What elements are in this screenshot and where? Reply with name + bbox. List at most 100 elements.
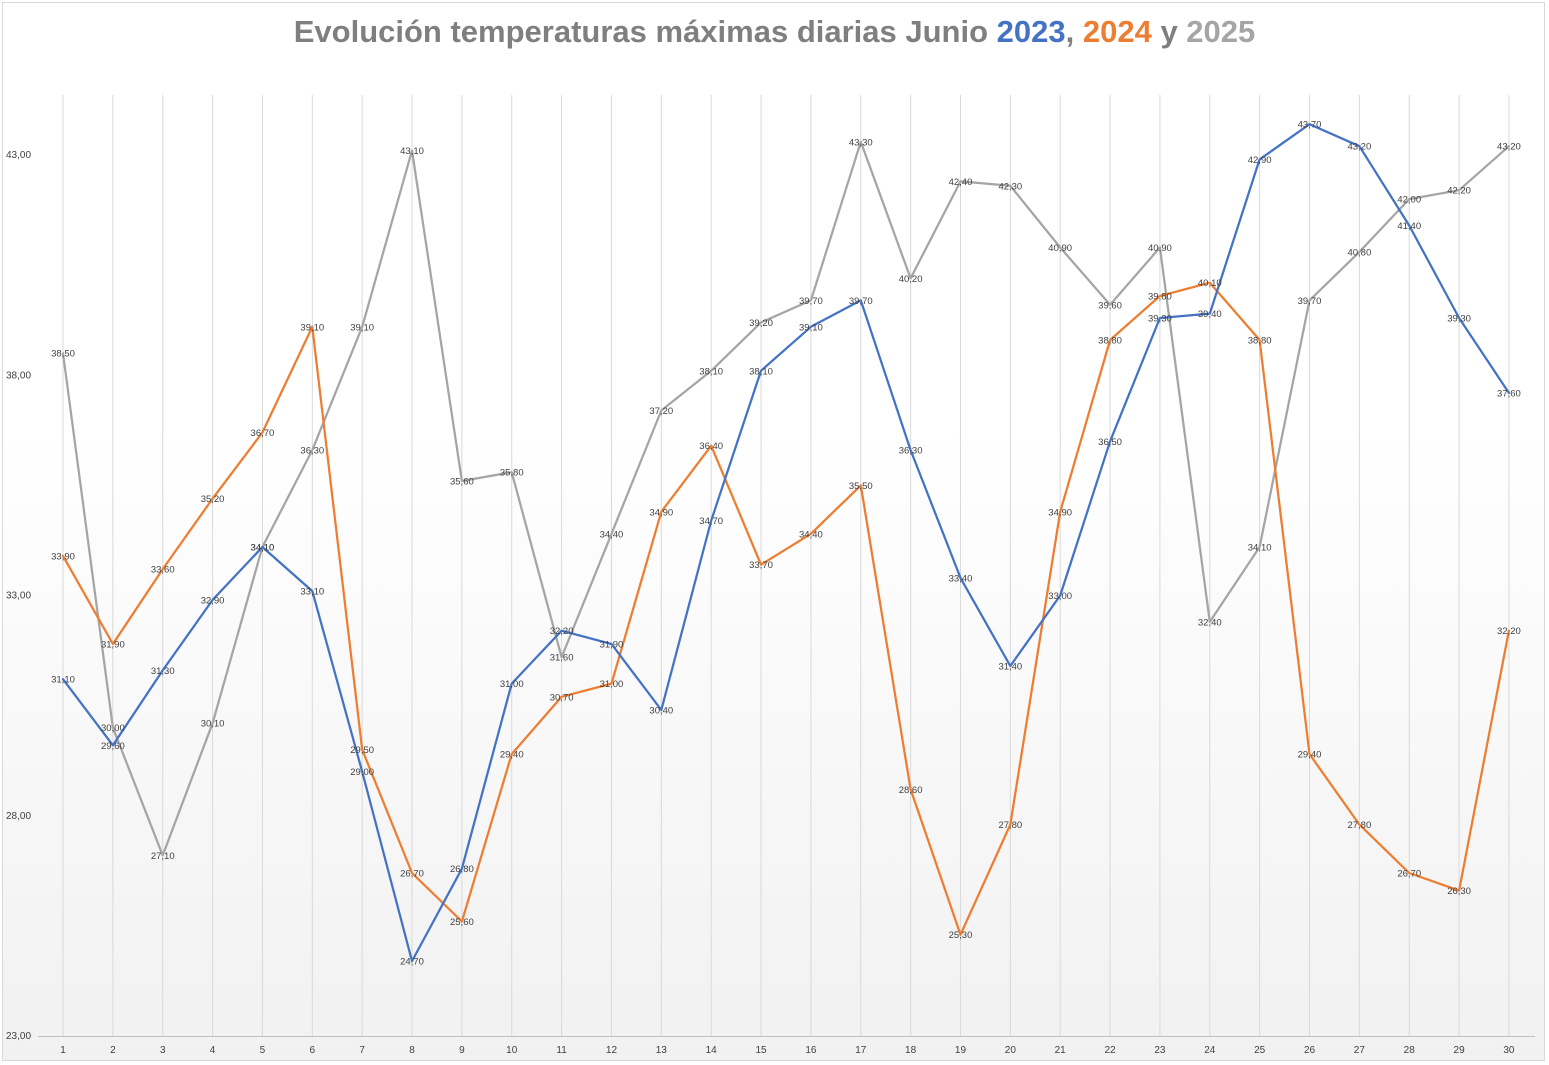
data-label-2024: 29,40 <box>1298 750 1322 761</box>
x-tick-label: 17 <box>855 1045 867 1056</box>
series-line-2024 <box>61 281 1511 936</box>
data-label-2024: 30,70 <box>550 692 574 703</box>
data-label-2024: 26,70 <box>400 869 424 880</box>
data-label-2024: 31,00 <box>600 679 624 690</box>
x-tick-label: 19 <box>955 1045 967 1056</box>
data-label-2024: 27,80 <box>998 820 1022 831</box>
title-prefix: Evolución temperaturas máximas diarias J… <box>293 14 997 49</box>
data-label-2025: 43,30 <box>849 137 873 148</box>
data-label-2023: 37,60 <box>1497 388 1521 399</box>
data-labels: 38,50 30,00 27,10 30,10 34,10 36,30 39,10 43,10… <box>51 120 1521 968</box>
data-label-2025: 42,40 <box>949 177 973 188</box>
data-label-2025: 42,20 <box>1447 186 1471 197</box>
x-tick-label: 13 <box>656 1045 668 1056</box>
x-tick-label: 11 <box>556 1045 567 1056</box>
data-label-2025: 34,40 <box>600 529 624 540</box>
data-label-2025: 40,80 <box>1347 247 1371 258</box>
data-label-2023: 29,60 <box>101 741 125 752</box>
data-label-2024: 32,20 <box>1497 626 1521 637</box>
data-label-2023: 31,40 <box>998 661 1022 672</box>
data-label-2023: 39,30 <box>1447 313 1471 324</box>
x-tick-label: 22 <box>1104 1045 1116 1056</box>
y-tick-label: 33,00 <box>6 591 31 602</box>
series-line-2025 <box>61 140 1511 857</box>
title-year-2025: 2025 <box>1186 14 1256 49</box>
data-label-2025: 30,00 <box>101 723 125 734</box>
x-tick-label: 16 <box>805 1045 817 1056</box>
data-label-2024: 27,80 <box>1347 820 1371 831</box>
data-label-2024: 26,30 <box>1447 886 1471 897</box>
data-label-2023: 26,80 <box>450 864 474 875</box>
data-label-2025: 31,60 <box>550 653 574 664</box>
data-label-2023: 31,30 <box>151 666 175 677</box>
data-label-2023: 24,70 <box>400 957 424 968</box>
x-tick-label: 14 <box>706 1045 718 1056</box>
data-label-2023: 39,30 <box>1148 313 1172 324</box>
x-tick-label: 24 <box>1204 1045 1216 1056</box>
x-tick-label: 21 <box>1055 1045 1067 1056</box>
x-tick-label: 3 <box>160 1045 166 1056</box>
data-label-2025: 35,60 <box>450 476 474 487</box>
data-label-2025: 34,10 <box>251 543 275 554</box>
x-tick-label: 27 <box>1354 1045 1366 1056</box>
y-tick-label: 43,00 <box>6 150 31 161</box>
data-label-2025: 27,10 <box>151 851 175 862</box>
data-label-2023: 33,40 <box>949 573 973 584</box>
y-tick-label: 23,00 <box>6 1031 31 1042</box>
data-label-2024: 25,60 <box>450 917 474 928</box>
x-tick-label: 8 <box>409 1045 415 1056</box>
x-tick-label: 12 <box>606 1045 618 1056</box>
data-label-2024: 34,90 <box>649 507 673 518</box>
data-label-2023: 30,40 <box>649 706 673 717</box>
x-tick-label: 30 <box>1503 1045 1515 1056</box>
data-label-2023: 36,50 <box>1098 437 1122 448</box>
data-label-2023: 43,20 <box>1347 142 1371 153</box>
data-label-2024: 28,60 <box>899 785 923 796</box>
x-tick-label: 28 <box>1404 1045 1416 1056</box>
data-label-2023: 32,20 <box>550 626 574 637</box>
data-label-2025: 42,00 <box>1397 195 1421 206</box>
x-tick-label: 15 <box>755 1045 767 1056</box>
data-label-2024: 39,80 <box>1148 291 1172 302</box>
data-label-2025: 36,30 <box>300 446 324 457</box>
data-label-2023: 32,90 <box>201 595 225 606</box>
title-sep-1: , <box>1065 14 1083 49</box>
series-line-2023 <box>61 123 1511 963</box>
series-lines <box>61 123 1511 963</box>
data-label-2024: 36,40 <box>699 441 723 452</box>
x-tick-label: 18 <box>905 1045 917 1056</box>
data-label-2025: 35,80 <box>500 468 524 479</box>
data-label-2025: 43,20 <box>1497 142 1521 153</box>
data-label-2024: 34,40 <box>799 529 823 540</box>
data-label-2024: 40,10 <box>1198 278 1222 289</box>
data-label-2024: 31,90 <box>101 639 125 650</box>
y-tick-label: 28,00 <box>6 811 31 822</box>
data-label-2025: 38,10 <box>699 366 723 377</box>
data-label-2025: 39,20 <box>749 318 773 329</box>
data-label-2025: 32,40 <box>1198 617 1222 628</box>
data-label-2024: 33,60 <box>151 565 175 576</box>
data-label-2023: 34,10 <box>251 543 275 554</box>
data-label-2023: 38,10 <box>749 366 773 377</box>
data-label-2025: 42,30 <box>998 181 1022 192</box>
x-tick-label: 25 <box>1254 1045 1266 1056</box>
title-sep-2: y <box>1151 14 1187 49</box>
data-label-2024: 39,10 <box>300 322 324 333</box>
data-label-2024: 33,90 <box>51 551 75 562</box>
x-tick-label: 7 <box>359 1045 365 1056</box>
x-tick-label: 5 <box>260 1045 266 1056</box>
data-label-2025: 34,10 <box>1248 543 1272 554</box>
data-label-2023: 39,40 <box>1198 309 1222 320</box>
x-tick-label: 23 <box>1154 1045 1166 1056</box>
data-label-2025: 40,90 <box>1048 243 1072 254</box>
data-label-2024: 36,70 <box>251 428 275 439</box>
data-label-2023: 39,70 <box>849 296 873 307</box>
x-tick-label: 10 <box>506 1045 518 1056</box>
data-label-2025: 37,20 <box>649 406 673 417</box>
x-tick-label: 1 <box>60 1045 66 1056</box>
data-label-2025: 43,10 <box>400 146 424 157</box>
data-label-2024: 29,40 <box>500 750 524 761</box>
data-label-2025: 40,90 <box>1148 243 1172 254</box>
